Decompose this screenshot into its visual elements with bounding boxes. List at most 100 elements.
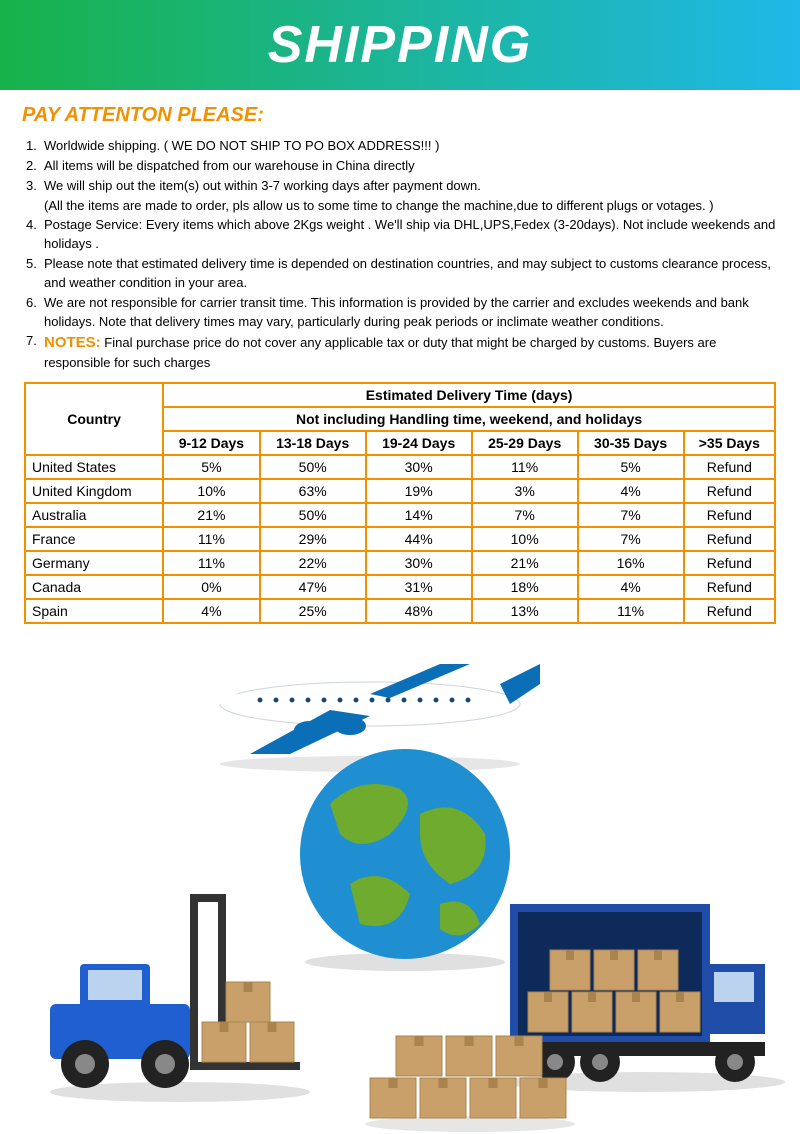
th-range: 19-24 Days [366, 431, 472, 455]
td-value: 5% [163, 455, 260, 479]
delivery-table: CountryEstimated Delivery Time (days)Not… [24, 382, 776, 624]
td-country: Spain [25, 599, 163, 623]
note-text: NOTES: Final purchase price do not cover… [44, 332, 778, 373]
td-value: 5% [578, 455, 684, 479]
td-value: Refund [684, 551, 775, 575]
td-value: 25% [260, 599, 366, 623]
td-value: 22% [260, 551, 366, 575]
td-value: 10% [472, 527, 578, 551]
td-country: Germany [25, 551, 163, 575]
td-value: 11% [578, 599, 684, 623]
note-item-final: 7.NOTES: Final purchase price do not cov… [26, 332, 778, 373]
note-text: All items will be dispatched from our wa… [44, 157, 778, 176]
note-item: 3.We will ship out the item(s) out withi… [26, 177, 778, 196]
td-value: 18% [472, 575, 578, 599]
td-value: 63% [260, 479, 366, 503]
th-range: 13-18 Days [260, 431, 366, 455]
table-row: Spain4%25%48%13%11%Refund [25, 599, 775, 623]
banner-title: SHIPPING [268, 15, 533, 75]
note-number: 4. [26, 216, 44, 254]
td-value: 16% [578, 551, 684, 575]
td-value: 21% [472, 551, 578, 575]
note-number: 2. [26, 157, 44, 176]
td-value: 14% [366, 503, 472, 527]
td-value: 7% [578, 527, 684, 551]
td-value: 7% [578, 503, 684, 527]
td-country: United Kingdom [25, 479, 163, 503]
attention-subtitle: PAY ATTENTON PLEASE: [22, 104, 778, 127]
note-text: Please note that estimated delivery time… [44, 255, 778, 293]
td-value: 47% [260, 575, 366, 599]
th-est: Estimated Delivery Time (days) [163, 383, 775, 407]
td-value: 31% [366, 575, 472, 599]
delivery-table-body: United States5%50%30%11%5%RefundUnited K… [25, 455, 775, 623]
globe-icon [290, 744, 520, 974]
note-item: 5.Please note that estimated delivery ti… [26, 255, 778, 293]
note-text: We will ship out the item(s) out within … [44, 177, 778, 196]
td-value: 10% [163, 479, 260, 503]
note-text: (All the items are made to order, pls al… [44, 197, 778, 216]
td-value: 19% [366, 479, 472, 503]
th-range: >35 Days [684, 431, 775, 455]
table-row: United States5%50%30%11%5%Refund [25, 455, 775, 479]
td-value: 48% [366, 599, 472, 623]
td-value: 4% [578, 575, 684, 599]
th-note: Not including Handling time, weekend, an… [163, 407, 775, 431]
delivery-table-wrap: CountryEstimated Delivery Time (days)Not… [22, 374, 778, 624]
boxes-icon [360, 1024, 580, 1134]
note-text: Postage Service: Every items which above… [44, 216, 778, 254]
note-item: 2.All items will be dispatched from our … [26, 157, 778, 176]
th-range: 30-35 Days [578, 431, 684, 455]
td-country: Canada [25, 575, 163, 599]
td-value: 4% [163, 599, 260, 623]
td-value: Refund [684, 479, 775, 503]
td-value: 21% [163, 503, 260, 527]
td-value: 4% [578, 479, 684, 503]
td-value: 7% [472, 503, 578, 527]
table-row: Germany11%22%30%21%16%Refund [25, 551, 775, 575]
note-item: 1.Worldwide shipping. ( WE DO NOT SHIP T… [26, 137, 778, 156]
td-value: 13% [472, 599, 578, 623]
th-range: 25-29 Days [472, 431, 578, 455]
td-value: 50% [260, 455, 366, 479]
shipping-banner: SHIPPING [0, 0, 800, 90]
table-row: France11%29%44%10%7%Refund [25, 527, 775, 551]
notes-label: NOTES: [44, 334, 101, 351]
note-number: 1. [26, 137, 44, 156]
td-value: Refund [684, 599, 775, 623]
td-value: 30% [366, 551, 472, 575]
td-value: 11% [163, 527, 260, 551]
td-value: 11% [472, 455, 578, 479]
note-number: 5. [26, 255, 44, 293]
td-value: 44% [366, 527, 472, 551]
td-value: 50% [260, 503, 366, 527]
note-item: 6.We are not responsible for carrier tra… [26, 294, 778, 332]
td-value: 0% [163, 575, 260, 599]
td-value: 11% [163, 551, 260, 575]
note-number: 3. [26, 177, 44, 196]
notes-list: 1.Worldwide shipping. ( WE DO NOT SHIP T… [22, 137, 778, 373]
note-text: Worldwide shipping. ( WE DO NOT SHIP TO … [44, 137, 778, 156]
td-country: Australia [25, 503, 163, 527]
td-value: Refund [684, 575, 775, 599]
forklift-icon [40, 874, 320, 1104]
delivery-table-head: CountryEstimated Delivery Time (days)Not… [25, 383, 775, 455]
content-area: PAY ATTENTON PLEASE: 1.Worldwide shippin… [0, 90, 800, 624]
table-row: Canada0%47%31%18%4%Refund [25, 575, 775, 599]
note-number: 6. [26, 294, 44, 332]
td-country: United States [25, 455, 163, 479]
td-country: France [25, 527, 163, 551]
shipping-illustration [0, 634, 800, 1114]
td-value: 29% [260, 527, 366, 551]
table-row: Australia21%50%14%7%7%Refund [25, 503, 775, 527]
note-text: We are not responsible for carrier trans… [44, 294, 778, 332]
th-country: Country [25, 383, 163, 455]
td-value: Refund [684, 455, 775, 479]
td-value: 30% [366, 455, 472, 479]
note-item: (All the items are made to order, pls al… [26, 197, 778, 216]
table-row: United Kingdom10%63%19%3%4%Refund [25, 479, 775, 503]
td-value: 3% [472, 479, 578, 503]
note-number: 7. [26, 332, 44, 373]
th-range: 9-12 Days [163, 431, 260, 455]
td-value: Refund [684, 503, 775, 527]
